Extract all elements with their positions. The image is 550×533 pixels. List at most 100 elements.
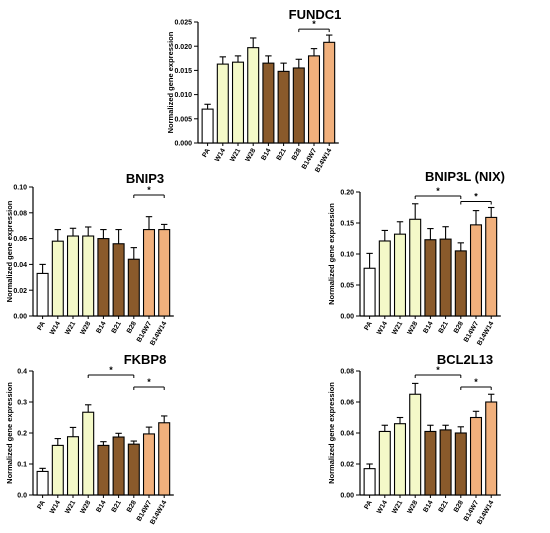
- y-axis-label: Normalized gene expression: [166, 31, 175, 133]
- y-tick-label: 0.005: [174, 116, 192, 123]
- bar-w28: [82, 411, 95, 496]
- x-tick-label: B28: [126, 320, 138, 334]
- x-tick-label: B14: [95, 499, 107, 513]
- y-tick-label: 0.015: [174, 68, 192, 75]
- chart-title: BNIP3: [126, 171, 164, 186]
- x-tick-label: W28: [79, 320, 92, 336]
- x-tick-label: B14: [422, 499, 434, 513]
- bar-w14: [216, 63, 229, 144]
- y-tick-label: 0.00: [13, 314, 27, 321]
- bar-b14w14: [485, 401, 498, 496]
- y-tick-label: 0.06: [340, 400, 354, 407]
- y-tick-label: 0.08: [13, 210, 27, 217]
- y-tick-label: 0.4: [17, 369, 27, 376]
- x-tick-label: W28: [244, 147, 257, 163]
- x-tick-label: W14: [49, 320, 62, 336]
- bar-w21: [66, 235, 80, 317]
- significance-label: *: [436, 186, 440, 196]
- y-axis-label: Normalized gene expression: [5, 200, 14, 302]
- bar-b14w14: [485, 216, 498, 317]
- bar-b14w7: [142, 229, 156, 317]
- bar-b14w7: [469, 224, 483, 317]
- significance-label: *: [147, 185, 151, 195]
- y-tick-label: 0.10: [13, 185, 27, 192]
- y-tick-label: 0.025: [174, 20, 192, 27]
- y-tick-label: 0.05: [340, 283, 354, 290]
- bar-b14w7: [142, 433, 156, 496]
- x-tick-label: W28: [406, 320, 419, 336]
- y-tick-label: 0.020: [174, 44, 192, 51]
- y-axis-label: Normalized gene expression: [327, 203, 336, 305]
- y-tick-label: 0.000: [174, 141, 192, 148]
- bar-pa: [363, 468, 376, 496]
- bar-b21: [112, 243, 125, 317]
- x-tick-label: B28: [453, 499, 465, 513]
- x-tick-label: PA: [36, 499, 47, 510]
- bar-b21: [439, 238, 452, 317]
- x-tick-label: B28: [291, 147, 303, 161]
- x-tick-label: W21: [64, 499, 77, 515]
- y-axis-label: Normalized gene expression: [327, 382, 336, 484]
- x-tick-label: PA: [201, 147, 212, 158]
- bar-pa: [36, 272, 49, 317]
- bar-w28: [247, 47, 260, 144]
- x-tick-label: B21: [438, 499, 450, 513]
- bar-b14: [97, 238, 110, 317]
- bar-b28: [292, 67, 305, 144]
- y-tick-label: 0.00: [340, 314, 354, 321]
- x-tick-label: W21: [391, 499, 404, 515]
- significance-label: *: [474, 192, 478, 202]
- y-tick-label: 0.06: [13, 236, 27, 243]
- bar-b14w7: [469, 416, 483, 496]
- x-tick-label: W14: [376, 320, 389, 336]
- x-tick-label: W28: [406, 499, 419, 515]
- bar-w21: [66, 436, 80, 496]
- chart-panel-3: BNIP3L (NIX) Normalized gene expression 0.…: [327, 169, 505, 347]
- bar-b28: [127, 443, 140, 496]
- chart-title: FUNDC1: [289, 7, 342, 22]
- y-tick-label: 0.04: [340, 431, 354, 438]
- y-axis-label: Normalized gene expression: [5, 382, 14, 484]
- x-tick-label: W14: [214, 147, 227, 163]
- bar-b28: [454, 250, 467, 317]
- bar-b14: [97, 444, 110, 496]
- x-tick-label: B14: [95, 320, 107, 334]
- bar-b14: [424, 239, 437, 317]
- y-tick-label: 0.04: [13, 262, 27, 269]
- y-tick-label: 0.1: [17, 462, 27, 469]
- bar-pa: [363, 267, 376, 317]
- bar-b21: [439, 429, 452, 496]
- y-tick-label: 0.20: [340, 190, 354, 197]
- chart-title: BCL2L13: [437, 352, 493, 367]
- bar-b21: [112, 436, 125, 496]
- significance-label: *: [436, 365, 440, 375]
- bar-b28: [454, 432, 467, 496]
- x-tick-label: W21: [391, 320, 404, 336]
- significance-label: *: [109, 365, 113, 375]
- x-tick-label: B21: [111, 320, 123, 334]
- x-tick-label: PA: [36, 320, 47, 331]
- y-tick-label: 0.0: [17, 493, 27, 500]
- bar-w14: [51, 240, 64, 317]
- x-tick-label: B28: [453, 320, 465, 334]
- y-tick-label: 0.00: [340, 493, 354, 500]
- bar-w28: [82, 235, 95, 317]
- bar-b14w14: [158, 422, 171, 496]
- chart-title: FKBP8: [124, 352, 167, 367]
- x-tick-label: PA: [363, 499, 374, 510]
- y-tick-label: 0.2: [17, 431, 27, 438]
- bar-w28: [409, 218, 422, 317]
- y-tick-label: 0.10: [340, 252, 354, 259]
- bar-pa: [201, 108, 214, 144]
- bar-b14: [424, 430, 437, 496]
- bar-w21: [393, 233, 407, 317]
- y-tick-label: 0.15: [340, 221, 354, 228]
- bar-b14w14: [323, 41, 336, 144]
- bar-w21: [231, 61, 245, 144]
- bar-pa: [36, 470, 49, 496]
- significance-label: *: [312, 19, 316, 29]
- x-tick-label: W14: [376, 499, 389, 515]
- bar-w21: [393, 423, 407, 496]
- bar-w28: [409, 393, 422, 496]
